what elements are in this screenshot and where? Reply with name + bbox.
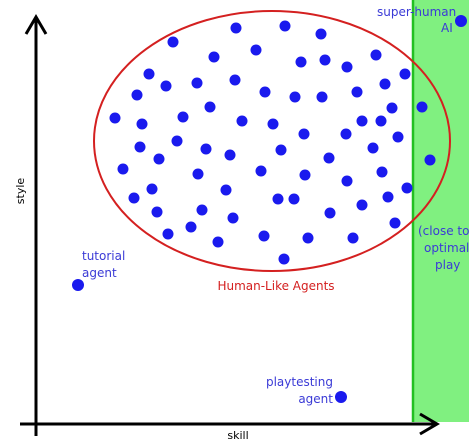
human-like-agent-dot xyxy=(151,206,163,218)
human-like-agent-dot xyxy=(258,230,270,242)
optimal-play-label-line1: (close to xyxy=(418,224,469,238)
human-like-agent-dot xyxy=(386,102,398,114)
playtesting-agent-label-line2: agent xyxy=(298,392,333,406)
superhuman-ai-dot xyxy=(455,15,467,27)
human-like-agent-dot xyxy=(279,20,291,32)
human-like-agent-dot xyxy=(347,232,359,244)
human-like-agent-dot xyxy=(323,152,335,164)
human-like-agent-dot xyxy=(399,68,411,80)
human-like-agent-dot xyxy=(299,169,311,181)
human-like-agent-dot xyxy=(351,86,363,98)
human-like-agent-dot xyxy=(379,78,391,90)
human-like-agent-dot xyxy=(136,118,148,130)
human-like-agent-dot xyxy=(153,153,165,165)
human-like-agent-dot xyxy=(392,131,404,143)
human-like-agent-dot xyxy=(200,143,212,155)
human-like-agent-dot xyxy=(341,175,353,187)
human-like-agent-dot xyxy=(162,228,174,240)
human-like-agent-dot xyxy=(316,91,328,103)
human-like-label: Human-Like Agents xyxy=(217,279,334,293)
human-like-agent-dot xyxy=(356,199,368,211)
human-like-ellipse xyxy=(93,10,451,272)
human-like-agent-dot xyxy=(171,135,183,147)
human-like-agent-dot xyxy=(167,36,179,48)
x-axis-arrow-icon xyxy=(419,412,440,436)
human-like-agent-dot xyxy=(389,217,401,229)
optimal-play-label-line2: optimal xyxy=(424,241,469,255)
human-like-agent-dot xyxy=(295,56,307,68)
human-like-agent-dot xyxy=(224,149,236,161)
human-like-agent-dot xyxy=(267,118,279,130)
human-like-agent-dot xyxy=(298,128,310,140)
human-like-agent-dot xyxy=(275,144,287,156)
human-like-agent-dot xyxy=(229,74,241,86)
human-like-agent-dot xyxy=(367,142,379,154)
human-like-agent-dot xyxy=(315,28,327,40)
superhuman-ai-label-line1: super-human xyxy=(377,5,456,19)
human-like-agent-dot xyxy=(230,22,242,34)
human-like-agent-dot xyxy=(416,101,428,113)
human-like-agent-dot xyxy=(143,68,155,80)
human-like-agent-dot xyxy=(340,128,352,140)
human-like-agent-dot xyxy=(375,115,387,127)
human-like-agent-dot xyxy=(250,44,262,56)
human-like-agent-dot xyxy=(196,204,208,216)
human-like-agent-dots xyxy=(109,20,436,265)
human-like-agent-dot xyxy=(220,184,232,196)
superhuman-ai-label-line2: AI xyxy=(441,21,453,35)
human-like-agent-dot xyxy=(160,80,172,92)
playtesting-agent-label-line1: playtesting xyxy=(266,375,333,389)
human-like-agent-dot xyxy=(259,86,271,98)
human-like-agent-dot xyxy=(146,183,158,195)
human-like-agent-dot xyxy=(208,51,220,63)
human-like-agent-dot xyxy=(134,141,146,153)
human-like-agent-dot xyxy=(401,182,413,194)
tutorial-agent-label-line2: agent xyxy=(82,266,117,280)
human-like-agent-dot xyxy=(128,192,140,204)
human-like-agent-dot xyxy=(204,101,216,113)
human-like-agent-dot xyxy=(255,165,267,177)
human-like-agent-dot xyxy=(185,221,197,233)
tutorial-agent-dot xyxy=(72,279,84,291)
optimal-play-label-line3: play xyxy=(435,258,460,272)
human-like-agent-dot xyxy=(356,115,368,127)
human-like-agent-dot xyxy=(131,89,143,101)
human-like-agent-dot xyxy=(289,91,301,103)
human-like-agent-dot xyxy=(192,168,204,180)
playtesting-agent-dot xyxy=(335,391,347,403)
human-like-agent-dot xyxy=(177,111,189,123)
human-like-agent-dot xyxy=(288,193,300,205)
human-like-agent-dot xyxy=(370,49,382,61)
human-like-agent-dot xyxy=(109,112,121,124)
human-like-agent-dot xyxy=(341,61,353,73)
human-like-agent-dot xyxy=(382,191,394,203)
human-like-agent-dot xyxy=(324,207,336,219)
human-like-agent-dot xyxy=(236,115,248,127)
human-like-agent-dot xyxy=(227,212,239,224)
human-like-agent-dot xyxy=(212,236,224,248)
human-like-agent-dot xyxy=(376,166,388,178)
human-like-agent-dot xyxy=(302,232,314,244)
y-axis-label: style xyxy=(14,178,27,205)
tutorial-agent-label-line1: tutorial xyxy=(82,249,125,263)
human-like-agent-dot xyxy=(319,54,331,66)
human-like-agent-dot xyxy=(191,77,203,89)
human-like-agent-dot xyxy=(272,193,284,205)
human-like-agent-dot xyxy=(117,163,129,175)
x-axis-label: skill xyxy=(227,429,248,439)
human-like-agent-dot xyxy=(278,253,290,265)
y-axis-arrow-icon xyxy=(24,14,48,35)
human-like-agent-dot xyxy=(424,154,436,166)
